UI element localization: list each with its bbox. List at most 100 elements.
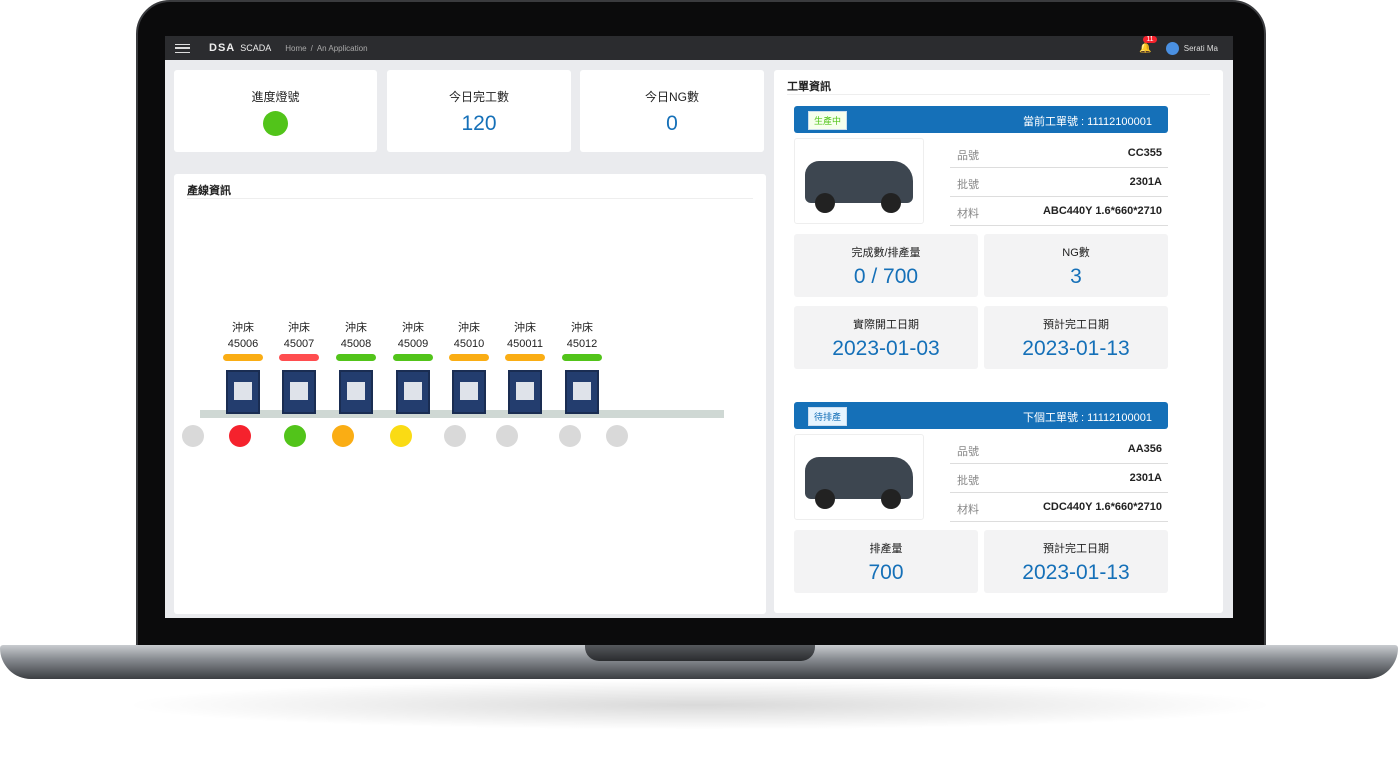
station[interactable]: 沖床 45009 [388, 319, 438, 361]
status-dot [606, 425, 628, 447]
station[interactable]: 沖床 45010 [444, 319, 494, 361]
notification-count: 11 [1143, 36, 1157, 43]
status-light [263, 111, 288, 136]
station-id: 450011 [507, 338, 543, 350]
laptop-shadow [120, 680, 1280, 730]
station[interactable]: 沖床 45007 [274, 319, 324, 361]
stat-box: 排產量 700 [794, 530, 978, 593]
kpi-ng-today: 今日NG數 0 [580, 70, 764, 152]
stat-value: 0 / 700 [853, 265, 919, 288]
work-order-header: 生產中 當前工單號 : 11112100001 [794, 106, 1168, 133]
line-info-panel: 產線資訊 沖床 45006 沖床 45007 沖床 45008 沖床 45009 沖床 45010… [174, 174, 766, 614]
status-dot [182, 425, 204, 447]
detail-value: ABC440Y 1.6*660*2710 [1042, 205, 1162, 217]
station[interactable]: 沖床 45012 [557, 319, 607, 361]
bell-icon[interactable]: 🔔 11 [1139, 36, 1157, 54]
detail-label: 材料 [957, 504, 979, 516]
breadcrumb-current: An Application [316, 43, 368, 53]
detail-row: 批號 2301A [950, 464, 1168, 493]
laptop-notch [585, 645, 815, 661]
station[interactable]: 沖床 45006 [218, 319, 268, 361]
status-dot [229, 425, 251, 447]
section-title: 工單資訊 [787, 81, 831, 93]
kpi-value: 120 [461, 112, 497, 135]
stat-label: 預計完工日期 [1043, 543, 1109, 555]
press-machine [452, 370, 486, 414]
kpi-title: 今日完工數 [448, 90, 509, 104]
detail-label: 材料 [957, 208, 979, 220]
station-id: 45012 [566, 338, 598, 350]
detail-row: 批號 2301A [950, 168, 1168, 197]
status-badge: 生產中 [808, 111, 848, 130]
station[interactable]: 沖床 45008 [331, 319, 381, 361]
divider [187, 198, 753, 199]
stat-label: NG數 [1062, 247, 1090, 259]
product-image [794, 434, 924, 520]
detail-row: 品號 AA356 [950, 435, 1168, 464]
detail-value: AA356 [1127, 443, 1162, 455]
screen: DSA SCADA Home / An Application 🔔 11 Sera… [165, 36, 1233, 618]
kpi-completed-today: 今日完工數 120 [387, 70, 571, 152]
station-id: 45009 [397, 338, 429, 350]
status-dot [444, 425, 466, 447]
station-status-bar [223, 354, 263, 361]
stat-value: 2023-01-13 [1022, 561, 1130, 584]
station-status-bar [336, 354, 376, 361]
app-name: SCADA [240, 43, 272, 53]
press-machine [565, 370, 599, 414]
station-status-bar [279, 354, 319, 361]
station-id: 45006 [227, 338, 259, 350]
station-type: 沖床 [288, 322, 310, 334]
station-status-bar [449, 354, 489, 361]
station-id: 45008 [340, 338, 372, 350]
breadcrumb-home[interactable]: Home [285, 43, 307, 53]
stat-label: 完成數/排產量 [851, 247, 921, 259]
stat-box: 預計完工日期 2023-01-13 [984, 530, 1168, 593]
station-type: 沖床 [232, 322, 254, 334]
press-machine [508, 370, 542, 414]
station-type: 沖床 [571, 322, 593, 334]
detail-row: 材料 CDC440Y 1.6*660*2710 [950, 493, 1168, 522]
work-order-header: 待排產 下個工單號 : 11112100001 [794, 402, 1168, 429]
station-type: 沖床 [514, 322, 536, 334]
detail-value: 2301A [1129, 472, 1162, 484]
work-order-panel: 工單資訊 生產中 當前工單號 : 11112100001 品號 CC355 批號 230… [774, 70, 1223, 613]
avatar[interactable] [1165, 41, 1179, 55]
press-machine [226, 370, 260, 414]
stat-box: NG數 3 [984, 234, 1168, 297]
press-machine [339, 370, 373, 414]
status-badge: 待排產 [808, 407, 848, 426]
detail-value: CDC440Y 1.6*660*2710 [1042, 501, 1162, 513]
stat-value: 2023-01-13 [1022, 337, 1130, 360]
detail-label: 批號 [957, 475, 979, 487]
kpi-progress-light: 進度燈號 [174, 70, 377, 152]
kpi-title: 今日NG數 [644, 90, 699, 104]
detail-value: 2301A [1129, 176, 1162, 188]
stat-label: 排產量 [869, 543, 903, 555]
status-dot [332, 425, 354, 447]
press-machine [282, 370, 316, 414]
user-name[interactable]: Serati Ma [1183, 43, 1218, 53]
status-dot [496, 425, 518, 447]
kpi-title: 進度燈號 [251, 90, 300, 104]
detail-label: 品號 [957, 150, 979, 162]
detail-label: 批號 [957, 179, 979, 191]
detail-value: CC355 [1127, 147, 1162, 159]
divider [787, 94, 1210, 95]
station-id: 45007 [283, 338, 315, 350]
production-line-image [200, 370, 724, 418]
detail-label: 品號 [957, 446, 979, 458]
menu-icon[interactable] [175, 43, 190, 53]
stat-box: 完成數/排產量 0 / 700 [794, 234, 978, 297]
stat-label: 預計完工日期 [1043, 319, 1109, 331]
status-dot [390, 425, 412, 447]
press-machine [396, 370, 430, 414]
section-title: 產線資訊 [187, 185, 231, 197]
work-order-number: 當前工單號 : 11112100001 [1022, 116, 1152, 128]
stat-value: 3 [1070, 265, 1082, 288]
station-status-bar [562, 354, 602, 361]
station[interactable]: 沖床 450011 [500, 319, 550, 361]
station-type: 沖床 [402, 322, 424, 334]
station-status-bar [505, 354, 545, 361]
stat-box: 實際開工日期 2023-01-03 [794, 306, 978, 369]
